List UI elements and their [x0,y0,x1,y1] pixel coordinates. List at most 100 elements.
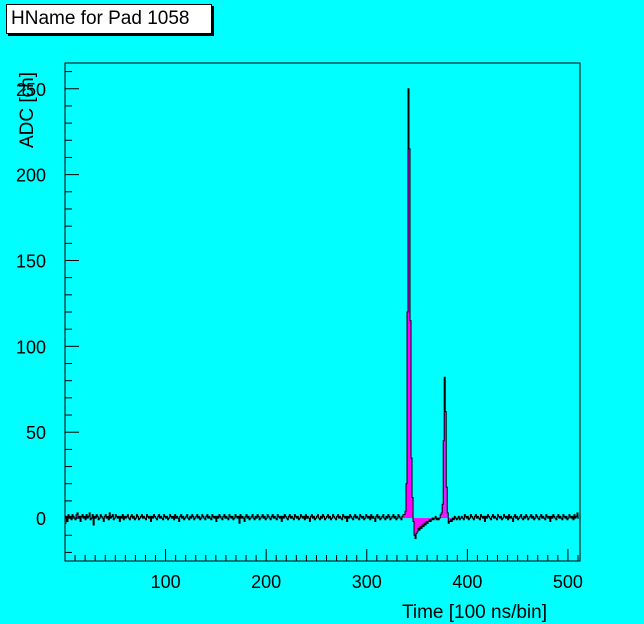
histogram-bin [191,514,193,519]
x-axis-title: Time [100 ns/bin] [402,602,547,623]
histogram-bin [146,514,148,519]
histogram-bin [520,514,522,519]
histogram-bin [514,514,516,519]
histogram-bin [387,514,389,519]
histogram-bin [329,516,331,519]
histogram-bin [202,516,204,519]
histogram-bin [448,518,450,524]
histogram-bin [572,518,574,520]
histogram-bin [336,516,338,519]
histogram-bin [160,516,162,519]
histogram-bin [120,516,122,519]
histogram-bin [261,516,263,519]
histogram-bin [453,518,455,520]
histogram-bin [278,516,280,519]
histogram-bin [221,518,223,520]
histogram-bin [433,518,435,520]
histogram-bin [198,516,200,519]
histogram-bin [210,518,212,520]
histogram-bin [350,516,352,519]
histogram-bin [552,514,554,519]
histogram-bin [218,514,220,519]
histogram-bin [158,514,160,519]
histogram-bin [435,516,437,519]
histogram-bin [566,518,568,520]
histogram-bin [216,516,218,519]
histogram-bin [349,514,351,519]
histogram-bin [140,516,142,519]
histogram-bin [85,518,87,520]
histogram-bin [208,516,210,519]
histogram-bin [123,518,125,520]
histogram-bin [204,518,206,520]
histogram-bin [86,514,88,519]
histogram-bin [170,516,172,519]
histogram-bin [223,514,225,519]
histogram-bin [464,514,466,519]
histogram-bin [561,518,563,520]
histogram-bin [109,512,111,519]
histogram-bin [397,514,399,519]
histogram-bin [232,518,234,520]
histogram-bin [70,516,72,519]
histogram-bin [100,514,102,519]
histogram-bin [138,518,140,520]
histogram-bin [249,518,251,520]
histogram-bin [285,516,287,519]
histogram-bin [389,518,391,520]
histogram-bin [503,514,505,519]
histogram-bin [231,516,233,519]
histogram-bin [73,516,75,519]
histogram-bin [549,518,551,522]
histogram-bin [105,514,107,519]
histogram-bin [183,518,185,520]
histogram-bin [79,516,81,519]
histogram-bin [394,516,396,519]
histogram-bin [254,518,256,520]
histogram-bin [398,516,400,519]
histogram-bin [425,518,427,525]
histogram-bin [182,516,184,519]
histogram-bin [443,440,445,519]
histogram-bin [422,518,424,525]
histogram-bin [494,516,496,519]
histogram-bin [270,518,272,520]
histogram-bin [280,516,282,519]
histogram-bin [436,518,438,520]
histogram-bin [533,518,535,520]
histogram-bin [169,514,171,519]
histogram-bin [127,514,129,519]
histogram-bin [116,516,118,519]
histogram-bin [352,518,354,520]
histogram-bin [406,312,408,519]
y-tick-label: 50 [26,423,46,443]
histogram-bin [301,516,303,519]
histogram-bin [185,516,187,519]
histogram-bin [245,516,247,519]
histogram-bin [115,514,117,519]
histogram-bin [310,516,312,519]
histogram-bin [71,518,73,520]
x-tick-label: 300 [352,572,382,592]
histogram-bin [491,516,493,519]
histogram-bin [93,518,95,525]
histogram-bin [363,518,365,520]
histogram-bin [319,518,321,520]
histogram-bin [507,518,509,520]
histogram-bin [553,516,555,519]
histogram-bin [276,518,278,520]
histogram-bin [427,518,429,524]
histogram-bin [157,516,159,519]
histogram-bin [65,518,67,524]
histogram-bin [151,516,153,519]
histogram-bin [483,516,485,519]
histogram-bin [112,514,114,519]
histogram-bin [417,518,419,532]
histogram-bin [538,518,540,520]
histogram-bin [487,514,489,519]
histogram-bin [288,516,290,519]
histogram-bin [500,516,502,519]
histogram-bin [192,516,194,519]
histogram-bin [496,518,498,520]
histogram-bin [130,516,132,519]
